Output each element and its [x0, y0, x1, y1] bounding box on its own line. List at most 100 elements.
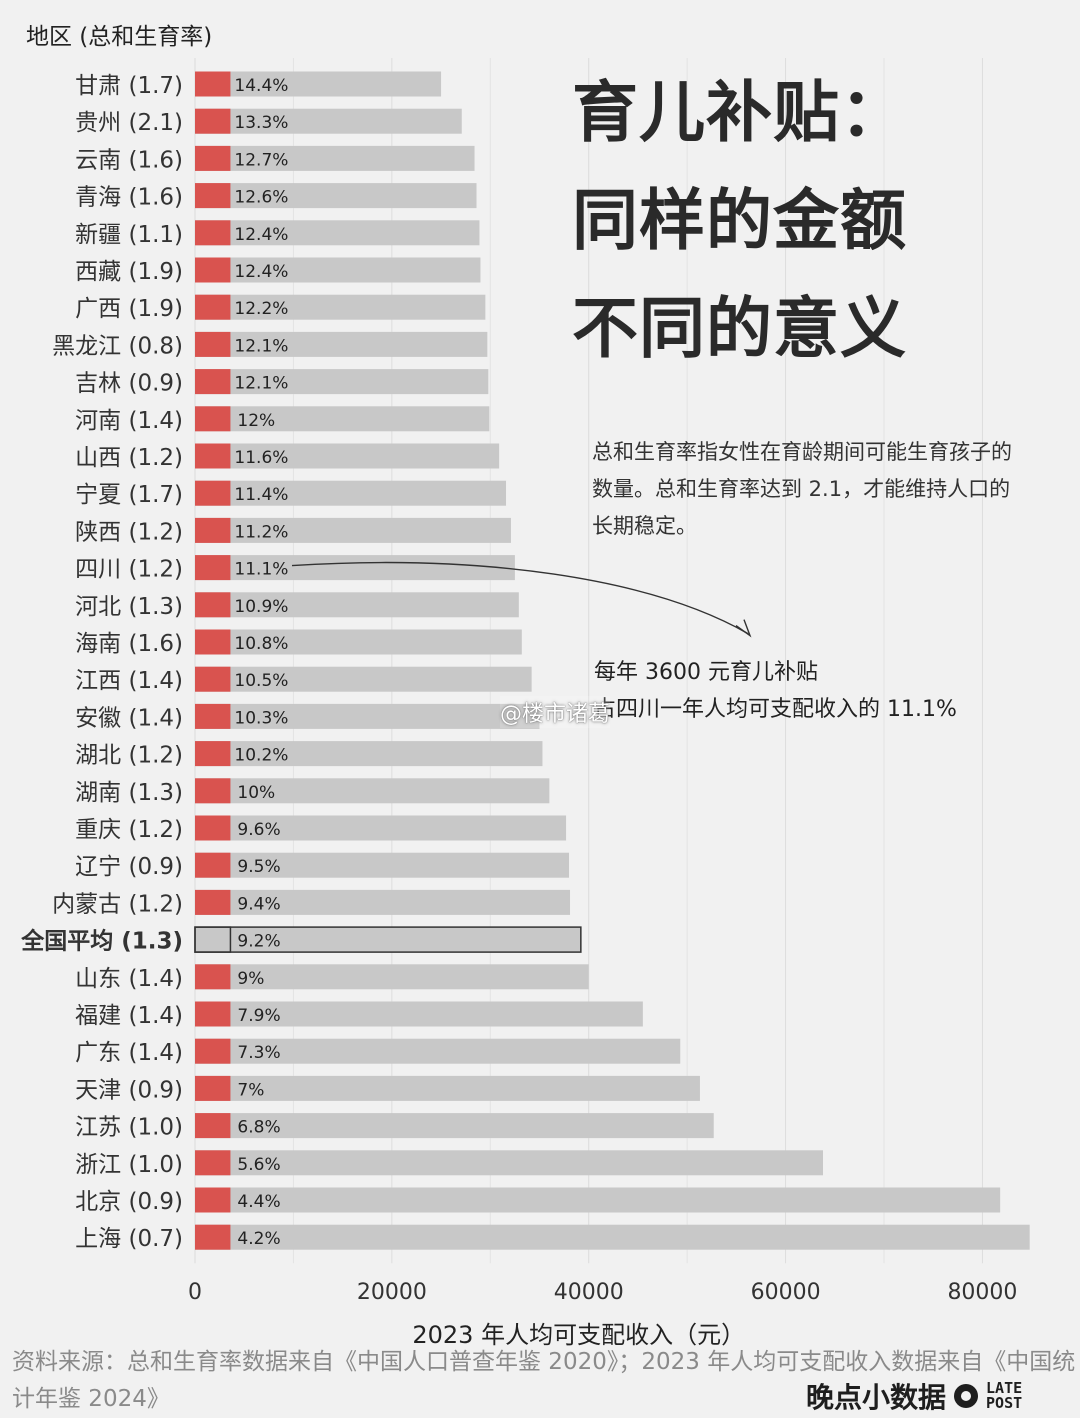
headline-line-3: 不同的意义	[572, 289, 907, 367]
headline-line-1: 育儿补贴：	[572, 73, 907, 151]
category-label: 宁夏 (1.7)	[75, 482, 183, 508]
income-bar	[195, 889, 571, 915]
income-bar	[195, 592, 519, 618]
income-bar	[195, 778, 550, 804]
weibo-watermark: @楼市诸葛	[500, 696, 611, 728]
subsidy-bar	[195, 480, 231, 506]
brand-logo: 晚点小数据 LATE POST	[806, 1376, 1022, 1416]
data-label: 11.4%	[234, 485, 288, 505]
income-bar	[194, 926, 582, 953]
latepost-logo: LATE POST	[986, 1381, 1022, 1411]
x-tick-label: 20000	[357, 1280, 427, 1305]
source-note: 资料来源：总和生育率数据来自《中国人口普查年鉴 2020》；2023 年人均可支…	[12, 1349, 1076, 1412]
category-label: 北京 (0.9)	[75, 1189, 183, 1215]
logo-line-1: LATE	[986, 1379, 1023, 1397]
subsidy-bar	[195, 666, 231, 692]
subsidy-bar	[195, 964, 231, 990]
subsidy-bar	[195, 1113, 231, 1139]
subsidy-bar	[195, 443, 231, 469]
category-label: 云南 (1.6)	[75, 147, 183, 173]
data-label: 6.8%	[237, 1118, 280, 1138]
data-label: 9.6%	[237, 820, 280, 840]
x-tick-label: 0	[188, 1280, 202, 1305]
subsidy-bar	[195, 369, 231, 395]
category-label: 贵州 (2.1)	[75, 110, 183, 136]
income-bar	[195, 555, 515, 581]
category-label: 山西 (1.2)	[75, 445, 183, 471]
subsidy-bar	[195, 555, 231, 581]
x-tick-label: 40000	[554, 1280, 624, 1305]
data-label: 12.1%	[234, 374, 288, 394]
income-bar	[195, 443, 500, 469]
subsidy-bar	[195, 108, 231, 134]
data-label: 12.1%	[234, 336, 288, 356]
data-label: 9.5%	[237, 857, 280, 877]
data-label: 10%	[237, 783, 275, 803]
income-bar	[195, 406, 490, 432]
subsidy-bar	[195, 778, 231, 804]
income-bar	[195, 629, 522, 655]
category-label: 湖北 (1.2)	[75, 743, 183, 769]
data-label: 9.4%	[237, 894, 280, 914]
headline-line-2: 同样的金额	[572, 181, 907, 259]
category-label: 新疆 (1.1)	[75, 222, 183, 248]
income-bar	[195, 1001, 643, 1027]
income-bar	[195, 1075, 700, 1101]
data-label: 11.1%	[234, 560, 288, 580]
subsidy-bar	[195, 1224, 231, 1250]
data-label: 12.2%	[234, 299, 288, 319]
income-bar	[195, 1187, 1001, 1213]
subsidy-bar	[195, 183, 231, 209]
category-label: 浙江 (1.0)	[75, 1152, 183, 1178]
income-bar	[195, 369, 489, 395]
income-bar	[195, 480, 507, 506]
category-axis-title: 地区 (总和生育率)	[26, 24, 212, 50]
subsidy-bar	[195, 145, 231, 171]
category-label: 重庆 (1.2)	[75, 817, 183, 843]
category-label: 山东 (1.4)	[75, 966, 183, 992]
data-label: 4.2%	[237, 1229, 280, 1249]
x-axis-title: 2023 年人均可支配收入（元）	[412, 1321, 745, 1349]
fertility-rate-note: 总和生育率指女性在育龄期间可能生育孩子的数量。总和生育率达到 2.1，才能维持人…	[592, 440, 1012, 538]
category-label: 广东 (1.4)	[75, 1040, 183, 1066]
subsidy-bar	[195, 517, 231, 543]
data-label: 5.6%	[237, 1155, 280, 1175]
category-label: 陕西 (1.2)	[75, 519, 183, 545]
category-label: 江苏 (1.0)	[75, 1115, 183, 1141]
income-bar	[195, 815, 567, 841]
income-bar	[195, 71, 442, 97]
data-label: 7.3%	[237, 1043, 280, 1063]
income-bar	[195, 964, 589, 990]
income-bar	[195, 852, 570, 878]
subsidy-bar	[195, 331, 231, 357]
subsidy-bar	[195, 629, 231, 655]
subsidy-bar	[195, 1150, 231, 1176]
income-bar	[195, 666, 532, 692]
category-label: 福建 (1.4)	[75, 1003, 183, 1029]
subsidy-bar	[195, 741, 231, 767]
arrow-head-icon	[735, 619, 752, 638]
data-label: 12.4%	[234, 262, 288, 282]
income-bar	[195, 257, 481, 283]
data-label: 9%	[237, 969, 264, 989]
subsidy-bar	[195, 592, 231, 618]
category-label: 河南 (1.4)	[75, 408, 183, 434]
category-label: 海南 (1.6)	[75, 631, 183, 657]
data-label: 10.3%	[234, 708, 288, 728]
data-label: 9.2%	[237, 932, 280, 952]
subsidy-bar	[195, 703, 231, 729]
income-bar	[195, 294, 486, 320]
subsidy-bar	[195, 889, 231, 915]
income-bar	[195, 1150, 823, 1176]
callout-line-2: 占四川一年人均可支配收入的 11.1%	[594, 697, 957, 722]
data-label: 12.7%	[234, 150, 288, 170]
subsidy-bar	[195, 294, 231, 320]
data-label: 14.4%	[234, 76, 288, 96]
brand-name: 晚点小数据	[806, 1381, 947, 1414]
data-label: 10.9%	[234, 597, 288, 617]
callout-line-1: 每年 3600 元育儿补贴	[594, 660, 818, 685]
subsidy-bar	[195, 852, 231, 878]
subsidy-bar	[195, 406, 231, 432]
data-label: 10.2%	[234, 746, 288, 766]
